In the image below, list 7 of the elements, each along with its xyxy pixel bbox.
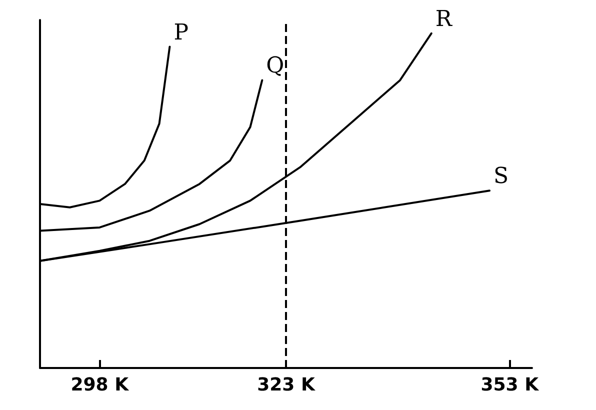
- series-label: R: [435, 6, 454, 32]
- series-label: P: [174, 20, 189, 46]
- x-tick-label: 323 K: [257, 374, 316, 396]
- x-tick-label: 298 K: [70, 374, 130, 396]
- x-tick-label: 353 K: [480, 374, 540, 396]
- series-label: S: [494, 164, 509, 190]
- series-label: Q: [266, 54, 284, 79]
